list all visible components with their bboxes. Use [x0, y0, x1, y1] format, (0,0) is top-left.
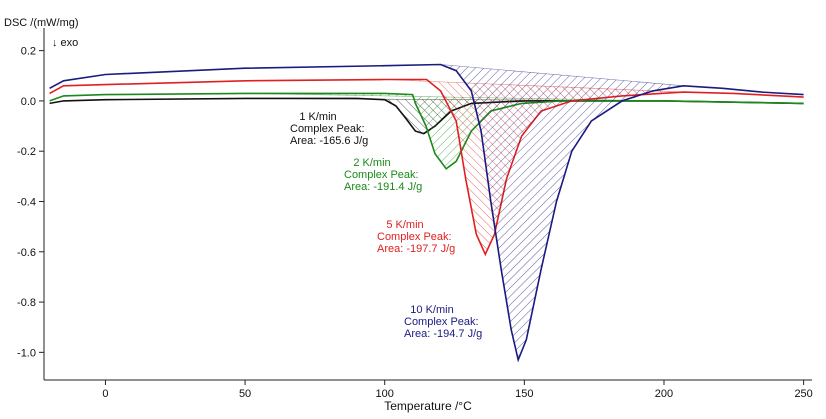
exo-label: ↓ exo	[52, 37, 78, 49]
rate-label: 5 K/min	[386, 219, 423, 231]
y-axis-label: DSC /(mW/mg)	[4, 17, 79, 29]
y-tick-label: -0.6	[17, 247, 36, 259]
dsc-curve	[49, 63, 804, 363]
y-tick-label: -0.2	[17, 146, 36, 158]
peak-annotation: Area: -197.7 J/g	[377, 243, 455, 255]
peak-annotation: Complex Peak:	[290, 123, 365, 135]
y-tick-label: -1.0	[17, 347, 36, 359]
y-tick-label: 0.0	[21, 96, 36, 108]
x-tick-label: 0	[102, 388, 108, 400]
peak-annotation: Area: -165.6 J/g	[290, 135, 368, 147]
x-tick-label: 150	[515, 388, 533, 400]
y-tick-label: -0.8	[17, 297, 36, 309]
x-tick-label: 50	[239, 388, 251, 400]
x-tick-label: 250	[794, 388, 812, 400]
x-tick-label: 200	[655, 388, 673, 400]
peak-annotation: Complex Peak:	[377, 231, 452, 243]
y-tick-label: 0.2	[21, 46, 36, 58]
rate-label: 2 K/min	[353, 157, 390, 169]
x-tick-label: 100	[376, 388, 394, 400]
peak-annotation: Complex Peak:	[404, 316, 479, 328]
peak-annotation: Area: -191.4 J/g	[344, 181, 422, 193]
x-axis-label: Temperature /°C	[384, 399, 472, 413]
peak-annotation: Complex Peak:	[344, 169, 419, 181]
peak-annotation: Area: -194.7 J/g	[404, 328, 482, 340]
rate-label: 1 K/min	[299, 111, 336, 123]
y-tick-label: -0.4	[17, 196, 36, 208]
rate-label: 10 K/min	[410, 304, 453, 316]
